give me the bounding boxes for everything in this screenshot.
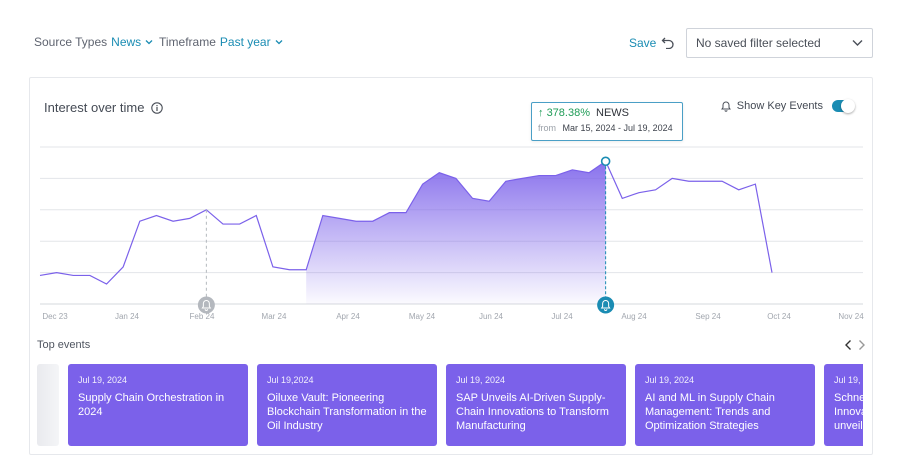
- info-icon[interactable]: [151, 101, 164, 114]
- top-events-label: Top events: [37, 339, 91, 351]
- chevron-left-icon[interactable]: [844, 339, 853, 351]
- bell-shape: [201, 300, 212, 309]
- event-title: Schne Innova unveil: [834, 392, 863, 432]
- x-tick-label: Dec 23: [42, 312, 68, 321]
- key-events-toggle[interactable]: [832, 99, 855, 113]
- event-card[interactable]: Jul 19, 2024 AI and ML in Supply Chain M…: [635, 364, 815, 446]
- chevron-down-icon: [852, 40, 863, 46]
- save-button[interactable]: Save: [629, 36, 657, 50]
- event-date: Jul 19, 2024: [78, 375, 128, 385]
- chevron-down-icon: [145, 40, 153, 45]
- timeframe-filter[interactable]: Timeframe Past year: [159, 35, 283, 49]
- tooltip-range: Mar 15, 2024 - Jul 19, 2024: [562, 123, 673, 133]
- x-tick-label: Sep 24: [695, 312, 721, 321]
- event-card[interactable]: Jul 19, 2024 Supply Chain Orchestration …: [68, 364, 248, 446]
- x-tick-label: Jul 24: [551, 312, 573, 321]
- bell-shape: [600, 300, 611, 309]
- event-card[interactable]: Jul 19, 2024 SAP Unveils AI-Driven Suppl…: [446, 364, 626, 446]
- x-tick-label: May 24: [409, 312, 436, 321]
- bell-icon: [720, 101, 731, 112]
- x-tick-label: Apr 24: [336, 312, 360, 321]
- toggle-knob: [841, 99, 855, 113]
- event-card[interactable]: Jul 19,2024 Oiluxe Vault: Pioneering Blo…: [257, 364, 437, 446]
- bell-icon[interactable]: [197, 296, 215, 314]
- event-card[interactable]: Jul 19, 2 Schne Innova unveil: [824, 364, 863, 446]
- source-types-value: News: [111, 35, 142, 49]
- timeframe-value: Past year: [219, 35, 271, 49]
- event-title: AI and ML in Supply Chain Management: Tr…: [645, 392, 775, 432]
- event-date: Jul 19, 2: [834, 375, 863, 385]
- highlight-point: [600, 156, 611, 167]
- x-tick-label: Oct 24: [767, 312, 791, 321]
- tooltip-change: ↑ 378.38%: [538, 107, 590, 119]
- event-date: Jul 19, 2024: [456, 375, 506, 385]
- bell-icon[interactable]: [597, 296, 615, 314]
- event-title: SAP Unveils AI-Driven Supply-Chain Innov…: [456, 392, 609, 432]
- key-events-control: Show Key Events: [720, 99, 855, 113]
- bell-clapper: [204, 309, 209, 311]
- card-title-text: Interest over time: [44, 100, 145, 115]
- key-events-label: Show Key Events: [736, 100, 823, 112]
- highlight-area: [306, 161, 606, 304]
- event-date: Jul 19, 2024: [645, 375, 695, 385]
- x-tick-label: Nov 24: [838, 312, 864, 321]
- card-title: Interest over time: [44, 100, 164, 115]
- events-carousel: Jul 19, 2024 Supply Chain Orchestration …: [37, 364, 863, 446]
- series-line-news: [39, 160, 773, 285]
- undo-icon[interactable]: [661, 35, 675, 49]
- x-tick-label: Feb 24: [190, 312, 215, 321]
- tooltip-change-value: 378.38%: [546, 107, 590, 119]
- chevron-down-icon: [275, 40, 283, 45]
- chart-tooltip: ↑ 378.38% NEWS from Mar 15, 2024 - Jul 1…: [531, 102, 683, 141]
- saved-filter-value: No saved filter selected: [696, 36, 821, 50]
- x-tick-label: Jun 24: [479, 312, 504, 321]
- bell-clapper: [603, 309, 608, 311]
- bell-marker: [597, 296, 615, 314]
- source-types-label: Source Types: [34, 35, 108, 49]
- x-tick-label: Aug 24: [621, 312, 647, 321]
- chevron-right-icon[interactable]: [857, 339, 866, 351]
- event-card-partial[interactable]: [37, 364, 59, 446]
- timeframe-label: Timeframe: [159, 35, 216, 49]
- event-title: Supply Chain Orchestration in 2024: [78, 392, 225, 418]
- tooltip-from-label: from: [538, 123, 556, 133]
- source-types-filter[interactable]: Source Types News: [34, 35, 153, 49]
- tooltip-series: NEWS: [596, 107, 629, 119]
- saved-filter-select[interactable]: No saved filter selected: [686, 28, 873, 58]
- x-tick-label: Jan 24: [115, 312, 140, 321]
- event-date: Jul 19,2024: [267, 375, 314, 385]
- event-title: Oiluxe Vault: Pioneering Blockchain Tran…: [267, 392, 427, 432]
- bell-marker: [197, 296, 215, 314]
- x-tick-label: Mar 24: [262, 312, 287, 321]
- interest-chart: Dec 23 Jan 24 Feb 24 Mar 24 Apr 24 May 24 Jun …: [39, 146, 864, 321]
